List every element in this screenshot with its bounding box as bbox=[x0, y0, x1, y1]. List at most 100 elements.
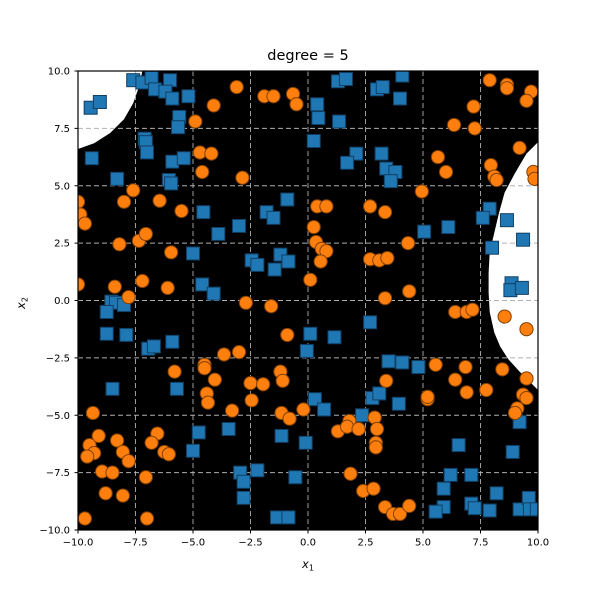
scatter-point-circle bbox=[107, 279, 122, 294]
scatter-point-circle bbox=[282, 411, 297, 426]
scatter-point-square bbox=[311, 111, 326, 126]
scatter-point-square bbox=[196, 205, 211, 220]
scatter-point-circle bbox=[238, 295, 253, 310]
x-axis-label: x1 bbox=[301, 557, 314, 573]
x-tick-label: 0.0 bbox=[300, 538, 316, 549]
scatter-point-square bbox=[105, 381, 120, 396]
scatter-point-circle bbox=[206, 98, 221, 113]
scatter-point-square bbox=[393, 91, 407, 106]
x-tick-label: −10.0 bbox=[63, 538, 94, 549]
chart-title: degree = 5 bbox=[267, 48, 348, 64]
scatter-point-circle bbox=[467, 121, 482, 136]
scatter-point-circle bbox=[519, 390, 534, 406]
scatter-point-circle bbox=[138, 470, 153, 485]
scatter-point-circle bbox=[519, 322, 534, 337]
scatter-point-circle bbox=[135, 273, 150, 289]
y-tick-label: 2.5 bbox=[54, 239, 70, 250]
scatter-point-circle bbox=[164, 245, 179, 260]
scatter-point-square bbox=[186, 443, 200, 458]
scatter-point-circle bbox=[280, 327, 295, 343]
scatter-point-circle bbox=[235, 170, 250, 185]
scatter-point-square bbox=[306, 133, 321, 148]
y-tick-label: 0.0 bbox=[54, 296, 70, 307]
scatter-point-square bbox=[372, 386, 387, 401]
scatter-point-circle bbox=[479, 382, 494, 398]
scatter-point-circle bbox=[78, 511, 92, 526]
scatter-point-square bbox=[327, 330, 342, 345]
scatter-point-circle bbox=[414, 184, 429, 199]
scatter-point-square bbox=[485, 240, 499, 255]
scatter-point-square bbox=[92, 94, 107, 109]
scatter-point-square bbox=[464, 467, 479, 482]
scatter-point-circle bbox=[195, 164, 210, 180]
x-tick-label: 2.5 bbox=[358, 538, 374, 549]
y-tick-label: 10.0 bbox=[48, 67, 70, 78]
scatter-point-square bbox=[281, 510, 296, 525]
scatter-point-square bbox=[428, 504, 443, 519]
x-tick-label: 10.0 bbox=[527, 538, 549, 549]
scatter-point-circle bbox=[343, 466, 358, 481]
scatter-point-circle bbox=[112, 237, 127, 252]
scatter-point-circle bbox=[466, 99, 481, 114]
tick-labels: −10.0 −7.5 −5.0 −2.5 0.0 2.5 5.0 7.5 10.0 −10.0 −7… bbox=[39, 67, 549, 549]
scatter-point-circle bbox=[402, 284, 417, 299]
scatter-point-circle bbox=[296, 402, 311, 417]
scatter-point-circle bbox=[275, 373, 290, 388]
scatter-point-circle bbox=[438, 164, 454, 180]
scatter-point-circle bbox=[313, 254, 328, 269]
scatter-point-square bbox=[140, 145, 154, 160]
scatter-point-square bbox=[443, 467, 458, 482]
scatter-point-square bbox=[171, 120, 186, 135]
y-tick-label: 5.0 bbox=[54, 181, 70, 192]
scatter-point-square bbox=[411, 360, 426, 375]
scatter-point-circle bbox=[507, 405, 523, 421]
scatter-point-circle bbox=[495, 362, 510, 377]
scatter-point-square bbox=[169, 381, 184, 396]
scatter-point-square bbox=[236, 490, 251, 505]
scatter-point-circle bbox=[144, 435, 159, 450]
scatter-point-circle bbox=[161, 447, 176, 462]
scatter-point-circle bbox=[368, 440, 383, 455]
scatter-point-square bbox=[211, 226, 226, 241]
scatter-point-circle bbox=[402, 498, 417, 514]
scatter-point-square bbox=[181, 89, 196, 104]
scatter-point-circle bbox=[225, 403, 240, 418]
scatter-point-square bbox=[529, 502, 538, 517]
scatter-point-circle bbox=[264, 299, 279, 314]
scatter-point-circle bbox=[465, 302, 480, 317]
scatter-point-square bbox=[307, 392, 322, 407]
scatter-point-circle bbox=[138, 226, 153, 242]
scatter-point-circle bbox=[527, 171, 538, 186]
scatter-point-square bbox=[338, 72, 353, 87]
scatter-point-circle bbox=[377, 205, 393, 220]
scatter-point-circle bbox=[400, 236, 416, 251]
scatter-point-square bbox=[298, 435, 313, 450]
scatter-point-square bbox=[467, 501, 482, 516]
scatter-point-circle bbox=[174, 203, 189, 219]
scatter-point-circle bbox=[207, 372, 222, 387]
scatter-point-circle bbox=[430, 149, 446, 165]
scatter-point-square bbox=[317, 402, 332, 417]
scatter-point-square bbox=[310, 97, 325, 112]
scatter-point-circle bbox=[367, 410, 382, 425]
scatter-point-circle bbox=[458, 359, 473, 375]
scatter-point-circle bbox=[139, 511, 155, 526]
scatter-point-square bbox=[119, 327, 134, 342]
scatter-point-square bbox=[221, 422, 236, 437]
scatter-point-square bbox=[489, 486, 504, 501]
scatter-point-circle bbox=[243, 376, 258, 391]
scatter-point-circle bbox=[392, 506, 408, 522]
scatter-point-circle bbox=[167, 364, 182, 379]
scatter-point-square bbox=[267, 262, 282, 277]
scatter-point-square bbox=[395, 71, 410, 83]
scatter-point-square bbox=[381, 354, 396, 369]
scatter-point-circle bbox=[216, 347, 232, 362]
scatter-point-circle bbox=[110, 433, 125, 448]
scatter-point-circle bbox=[306, 219, 321, 235]
scatter-point-circle bbox=[80, 449, 95, 464]
scatter-point-square bbox=[164, 176, 179, 191]
tick-marks bbox=[74, 70, 539, 534]
scatter-point-circle bbox=[482, 73, 497, 88]
scatter-point-square bbox=[266, 210, 281, 225]
